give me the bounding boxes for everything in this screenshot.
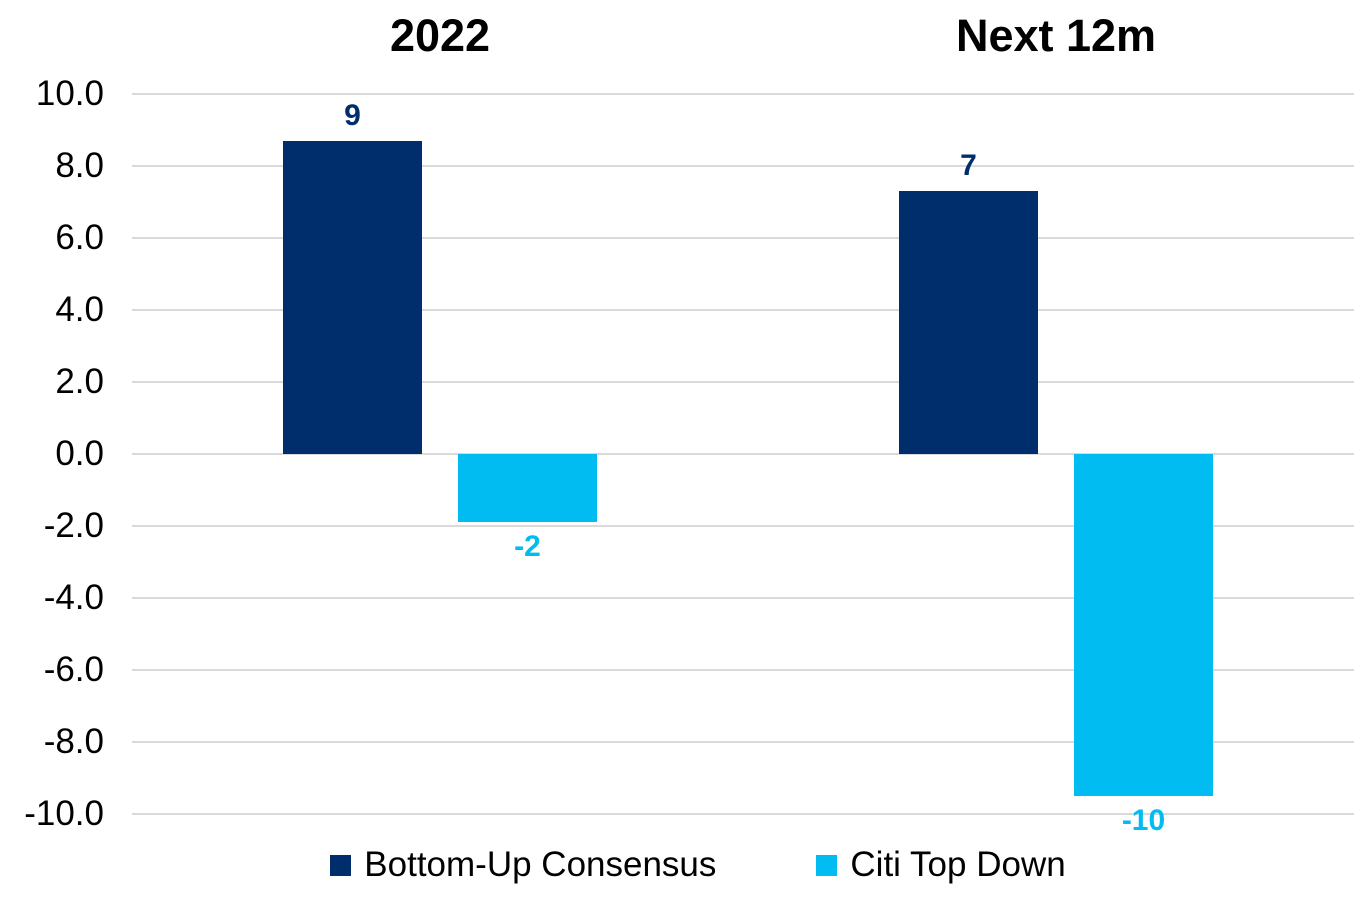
y-axis-tick-label: 4.0 (55, 290, 104, 329)
gridline (132, 93, 1354, 95)
gridline (132, 669, 1354, 671)
y-axis-tick-label: -10.0 (24, 794, 104, 833)
bar-bottom-up-consensus-2022 (283, 140, 422, 454)
y-axis-tick-label: 2.0 (55, 362, 104, 401)
gridline (132, 597, 1354, 599)
bar-citi-top-down-next-12m (1074, 454, 1213, 796)
y-axis-tick-label: 0.0 (55, 434, 104, 473)
y-axis-tick-label: 6.0 (55, 218, 104, 257)
y-axis-tick-label: -2.0 (43, 506, 104, 545)
gridline (132, 237, 1354, 239)
bar-value-label: -10 (1121, 804, 1166, 837)
bar-value-label: 7 (960, 149, 977, 183)
bar-bottom-up-consensus-next-12m (899, 191, 1038, 454)
legend-item-bottom-up-consensus: Bottom-Up Consensus (330, 845, 716, 885)
gridline (132, 741, 1354, 743)
legend-swatch-icon (816, 854, 838, 876)
bar-citi-top-down-2022 (458, 454, 597, 523)
chart-legend: Bottom-Up Consensus Citi Top Down (21, 843, 1354, 887)
bar-value-label: -2 (514, 530, 541, 564)
legend-label: Bottom-Up Consensus (364, 845, 717, 884)
legend-label: Citi Top Down (850, 845, 1066, 884)
panel-title-2022: 2022 (389, 10, 491, 61)
y-axis-tick-label: -4.0 (43, 578, 104, 617)
y-axis-tick-label: 8.0 (55, 146, 104, 185)
y-axis-tick-label: 10.0 (35, 74, 104, 113)
legend-item-citi-top-down: Citi Top Down (816, 845, 1066, 885)
gridline (132, 813, 1354, 815)
gridline (132, 525, 1354, 527)
gridline (132, 381, 1354, 383)
bar-value-label: 9 (344, 98, 361, 132)
y-axis-tick-label: -6.0 (43, 650, 104, 689)
panel-title-next-12m: Next 12m (955, 10, 1157, 61)
gridline (132, 165, 1354, 167)
gridline (132, 309, 1354, 311)
gridline (132, 453, 1354, 455)
legend-swatch-icon (330, 854, 352, 876)
y-axis-tick-label: -8.0 (43, 722, 104, 761)
